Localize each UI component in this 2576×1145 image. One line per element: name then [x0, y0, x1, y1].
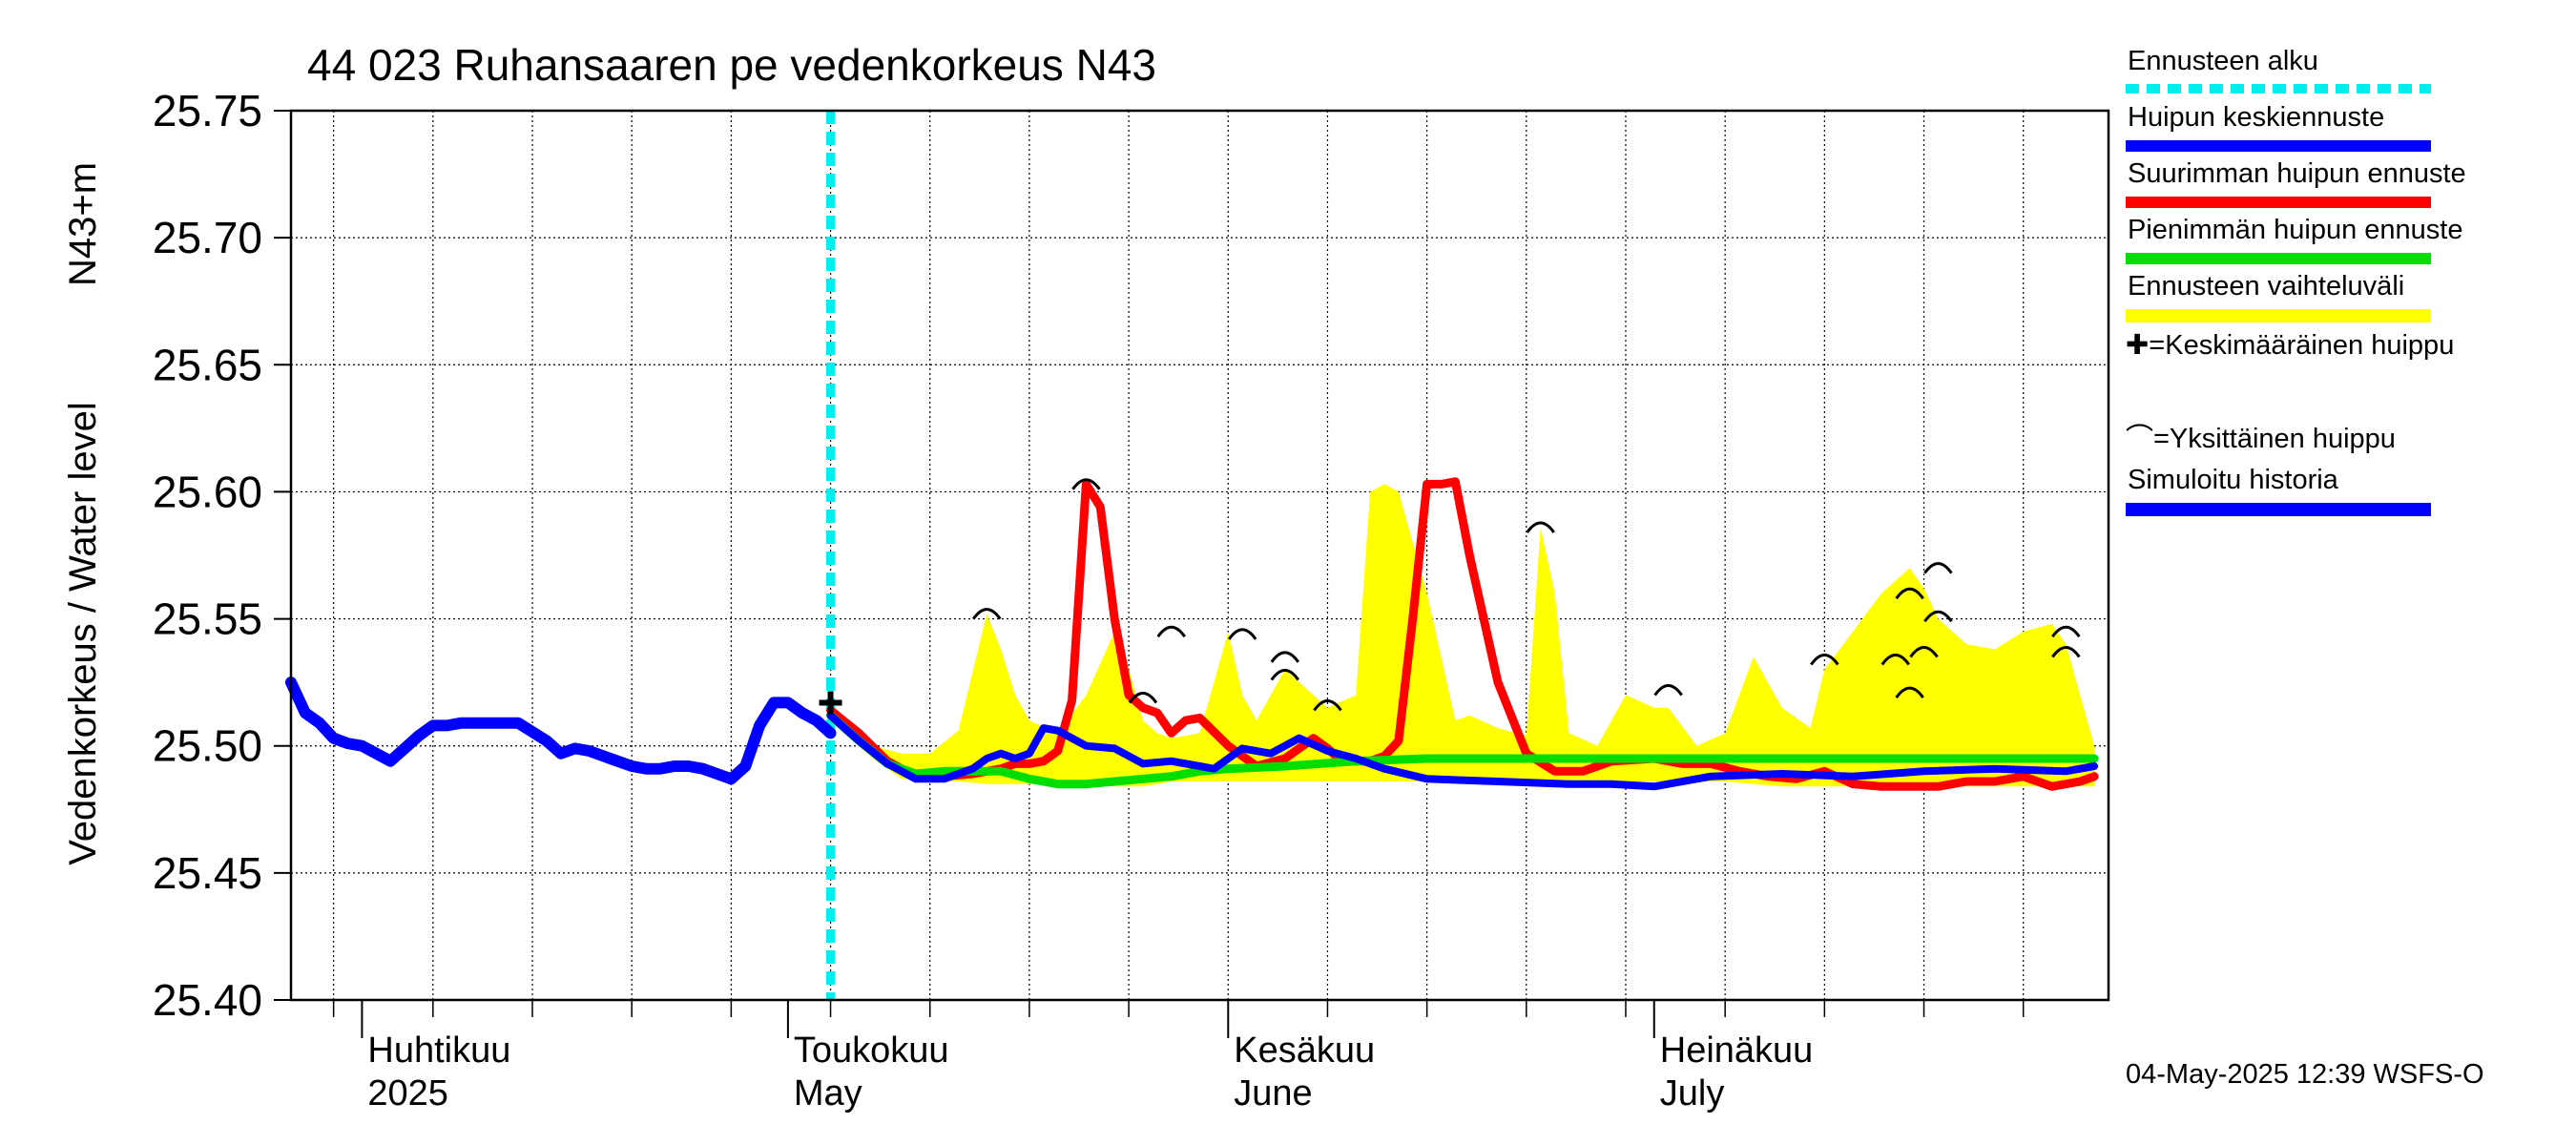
series-simulated-history: [285, 677, 837, 785]
single-peak-marker: [1895, 587, 1924, 600]
legend-label: Simuloitu historia: [2128, 465, 2338, 495]
y-axis-unit-label: N43+m: [62, 162, 104, 286]
x-month-label: Kesäkuu: [1234, 1030, 1375, 1071]
single-peak-marker: [1270, 669, 1300, 681]
legend-swatch-blue-thick: [2126, 503, 2431, 516]
peak-markers: [819, 478, 2081, 715]
single-peak-marker: [1313, 698, 1342, 712]
single-peak-marker: [2051, 646, 2081, 658]
single-peak-marker: [1270, 651, 1300, 663]
x-month-sublabel: 2025: [367, 1073, 448, 1114]
legend-item-mean-peak: Huipun keskiennuste: [2126, 102, 2574, 158]
legend-swatch-green: [2126, 253, 2431, 264]
single-peak-marker: [1909, 646, 1939, 658]
single-peak-marker: [1810, 654, 1839, 666]
range-band-area: [830, 484, 2095, 787]
x-month-label: Heinäkuu: [1660, 1030, 1814, 1071]
y-tick-label: 25.45: [153, 848, 262, 898]
legend-label: ⌒=Yksittäinen huippu: [2126, 424, 2396, 454]
y-tick-label: 25.60: [153, 467, 262, 516]
legend-swatch-dashed-cyan: [2126, 84, 2431, 94]
legend-item-mean-marker: ✚=Keskimääräinen huippu: [2126, 327, 2574, 421]
legend-item-forecast-start: Ennusteen alku: [2126, 46, 2574, 102]
forecast-range-band: [830, 484, 2095, 787]
y-tick-label: 25.40: [153, 975, 262, 1025]
legend: Ennusteen alku Huipun keskiennuste Suuri…: [2126, 46, 2574, 521]
plot-frame: [289, 109, 2110, 1002]
series-min-peak: [826, 711, 2099, 789]
single-peak-marker: [972, 608, 1002, 620]
grid: [291, 110, 2109, 1001]
legend-label: Suurimman huipun ennuste: [2128, 158, 2466, 189]
legend-item-max-peak: Suurimman huipun ennuste: [2126, 158, 2574, 215]
legend-item-min-peak: Pienimmän huipun ennuste: [2126, 215, 2574, 271]
y-tick-label: 25.75: [153, 86, 262, 135]
water-level-chart: 44 023 Ruhansaaren pe vedenkorkeus N43 V…: [62, 40, 2110, 1114]
single-peak-marker: [1526, 521, 1555, 533]
x-month-label: Huhtikuu: [367, 1030, 510, 1071]
legend-item-history: Simuloitu historia: [2126, 465, 2574, 521]
legend-label: Pienimmän huipun ennuste: [2128, 215, 2463, 245]
legend-label: Ennusteen vaihteluväli: [2128, 271, 2405, 302]
legend-label: ✚=Keskimääräinen huippu: [2126, 330, 2455, 361]
single-peak-marker: [1156, 625, 1186, 638]
x-month-sublabel: June: [1234, 1073, 1312, 1114]
single-peak-marker: [1923, 562, 1953, 574]
legend-swatch-red: [2126, 197, 2431, 208]
x-month-label: Toukokuu: [794, 1030, 949, 1071]
y-tick-label: 25.70: [153, 213, 262, 262]
single-peak-marker: [1071, 478, 1101, 490]
legend-swatch-blue: [2126, 140, 2431, 152]
single-peak-marker: [1895, 686, 1924, 699]
legend-swatch-yellow: [2126, 309, 2431, 323]
y-tick-label: 25.50: [153, 721, 262, 771]
tick-labels: 25.40 25.45 25.50 25.55 25.60 25.65 25.70 25.75…: [153, 86, 1813, 1114]
legend-item-single-peak: ⌒=Yksittäinen huippu: [2126, 421, 2574, 465]
axes: [274, 109, 2110, 1038]
y-tick-label: 25.55: [153, 594, 262, 644]
legend-label: Huipun keskiennuste: [2128, 102, 2385, 133]
single-peak-marker: [1880, 654, 1910, 666]
single-peak-marker: [1128, 691, 1158, 704]
y-axis-label: Vedenkorkeus / Water level: [62, 402, 104, 864]
timestamp-footer: 04-May-2025 12:39 WSFS-O: [2126, 1059, 2484, 1090]
single-peak-marker: [1653, 683, 1683, 697]
single-peak-marker: [1923, 610, 1953, 623]
single-peak-marker: [1227, 628, 1257, 640]
x-month-sublabel: July: [1660, 1073, 1725, 1114]
x-month-sublabel: May: [794, 1073, 862, 1114]
single-peak-marker: [2051, 625, 2081, 638]
series-mean-peak: [826, 711, 2099, 791]
mean-peak-marker: [819, 691, 842, 715]
y-tick-label: 25.65: [153, 340, 262, 389]
series-lines: [285, 111, 2099, 1000]
legend-label: Ennusteen alku: [2128, 46, 2318, 76]
legend-item-range: Ennusteen vaihteluväli: [2126, 271, 2574, 327]
chart-title: 44 023 Ruhansaaren pe vedenkorkeus N43: [307, 40, 1156, 90]
